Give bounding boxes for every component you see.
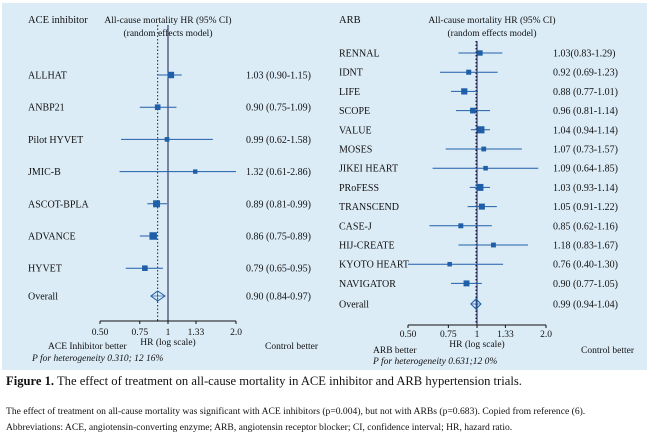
figure-caption-body: The effect of treatment on all-cause mor… bbox=[6, 406, 586, 433]
p2-heterogeneity-label: P for heterogeneity 0.631;12 0% bbox=[372, 356, 497, 367]
p1-study-name: ALLHAT bbox=[28, 71, 67, 82]
p1-hr-marker bbox=[167, 71, 175, 79]
p2-hr-ci-label: 0.88 (0.77-1.01) bbox=[553, 87, 618, 98]
p2-study-name: CASE-J bbox=[339, 221, 372, 232]
p2-hr-marker bbox=[466, 69, 472, 75]
figure-caption-title: Figure 1. The effect of treatment on all… bbox=[6, 374, 646, 389]
p2-hr-ci-label: 0.76 (0.40-1.30) bbox=[553, 260, 618, 271]
p2-x-tick-label: 0.50 bbox=[400, 330, 417, 340]
p1-hr-ci-label: 0.89 (0.81-0.99) bbox=[246, 199, 311, 210]
p2-study-name: MOSES bbox=[339, 145, 372, 156]
p1-column-header-line1: All-cause mortality HR (95% CI) bbox=[104, 15, 231, 26]
p1-study-name: JMIC-B bbox=[28, 167, 61, 178]
p1-hr-ci-label: 1.03 (0.90-1.15) bbox=[246, 71, 311, 82]
p2-hr-ci-label: 1.04 (0.94-1.14) bbox=[553, 125, 618, 136]
p2-hr-ci-label: 1.03(0.83-1.29) bbox=[553, 49, 616, 60]
p2-hr-marker bbox=[470, 107, 476, 114]
p1-study-name: ANBP21 bbox=[28, 103, 65, 114]
p2-hr-marker bbox=[477, 50, 483, 56]
p1-study-name: ASCOT-BPLA bbox=[28, 199, 90, 210]
p2-column-header-line2: (random effects model) bbox=[448, 28, 537, 39]
p2-overall-label: Overall bbox=[339, 300, 369, 311]
p1-x-tick-label: 0.50 bbox=[92, 328, 109, 338]
p1-overall-hr-label: 0.90 (0.84-0.97) bbox=[246, 292, 311, 303]
p2-hr-ci-label: 1.09 (0.64-1.85) bbox=[553, 164, 618, 175]
forest-plot-svg: ACE inhibitor All-cause mortality HR (95%… bbox=[28, 15, 635, 367]
p2-overall-hr-label: 0.99 (0.94-1.04) bbox=[553, 300, 618, 311]
p1-hr-marker bbox=[193, 169, 198, 174]
p2-hr-ci-label: 1.18 (0.83-1.67) bbox=[553, 241, 618, 252]
p1-hr-ci-label: 1.32 (0.61-2.86) bbox=[246, 167, 311, 178]
p2-x-tick-label: 2.0 bbox=[540, 330, 552, 340]
p1-heterogeneity-label: P for heterogeneity 0.310; 12 16% bbox=[31, 353, 163, 364]
p1-x-tick-label: 1 bbox=[166, 328, 171, 338]
p2-group-label: ARB bbox=[339, 15, 361, 26]
p1-x-tick-label: 1.33 bbox=[188, 328, 205, 338]
p1-hr-ci-label: 0.86 (0.75-0.89) bbox=[246, 232, 311, 243]
p2-hr-marker bbox=[481, 146, 487, 152]
figure-label: Figure 1. bbox=[6, 374, 55, 388]
p2-hr-marker bbox=[477, 126, 485, 134]
p2-study-name: LIFE bbox=[339, 87, 360, 98]
p1-hr-marker bbox=[149, 232, 157, 240]
p2-study-name: TRANSCEND bbox=[339, 202, 399, 213]
p1-hr-marker bbox=[164, 137, 170, 142]
p2-column-header-line1: All-cause mortality HR (95% CI) bbox=[428, 15, 555, 26]
p2-study-name: KYOTO HEART bbox=[339, 260, 409, 271]
p2-hr-marker bbox=[478, 203, 485, 210]
p1-study-name: Pilot HYVET bbox=[28, 135, 83, 146]
p1-hr-marker bbox=[142, 265, 148, 271]
p1-right-direction-label: Control better bbox=[265, 342, 319, 352]
p2-hr-ci-label: 0.90 (0.77-1.05) bbox=[553, 279, 618, 290]
p2-study-name: RENNAL bbox=[339, 49, 380, 60]
p2-hr-marker bbox=[447, 261, 452, 267]
p2-study-name: VALUE bbox=[339, 125, 372, 136]
p2-hr-ci-label: 1.03 (0.93-1.14) bbox=[553, 183, 618, 194]
p2-hr-marker bbox=[483, 165, 488, 171]
figure-title: The effect of treatment on all-cause mor… bbox=[54, 374, 522, 388]
p1-hr-marker bbox=[154, 104, 161, 111]
p1-overall-label: Overall bbox=[28, 292, 58, 303]
p2-x-tick-label: 0.75 bbox=[440, 330, 457, 340]
p2-study-name: PRoFESS bbox=[339, 183, 379, 194]
p1-x-tick-label: 0.75 bbox=[131, 328, 148, 338]
p1-hr-ci-label: 0.90 (0.75-1.09) bbox=[246, 103, 311, 114]
p2-hr-ci-label: 0.92 (0.69-1.23) bbox=[553, 68, 618, 79]
p2-study-name: IDNT bbox=[339, 68, 363, 79]
p1-study-name: ADVANCE bbox=[28, 232, 76, 243]
p2-x-tick-label: 1.33 bbox=[497, 330, 514, 340]
p2-x-tick-label: 1 bbox=[475, 330, 480, 340]
p1-left-direction-label: ACE Inhibitor better bbox=[48, 342, 127, 352]
p2-hr-ci-label: 1.07 (0.73-1.57) bbox=[553, 145, 618, 156]
p1-hr-marker bbox=[153, 200, 161, 208]
p1-hr-ci-label: 0.79 (0.65-0.95) bbox=[246, 264, 311, 275]
p1-hr-ci-label: 0.99 (0.62-1.58) bbox=[246, 135, 311, 146]
p1-x-axis-label: HR (log scale) bbox=[140, 337, 195, 348]
p2-hr-ci-label: 1.05 (0.91-1.22) bbox=[553, 202, 618, 213]
forest-plot-panel: ACE inhibitor All-cause mortality HR (95%… bbox=[2, 3, 647, 370]
p2-study-name: NAVIGATOR bbox=[339, 279, 396, 290]
p2-study-name: HIJ-CREATE bbox=[339, 241, 395, 252]
p2-hr-marker bbox=[463, 280, 470, 287]
p2-right-direction-label: Control better bbox=[581, 346, 635, 356]
p2-hr-marker bbox=[491, 242, 496, 248]
p2-study-name: JIKEI HEART bbox=[339, 164, 398, 175]
p2-hr-marker bbox=[458, 223, 464, 229]
p1-study-name: HYVET bbox=[28, 264, 62, 275]
p2-left-direction-label: ARB better bbox=[373, 346, 417, 356]
p1-x-tick-label: 2.0 bbox=[230, 328, 242, 338]
p2-study-name: SCOPE bbox=[339, 106, 370, 117]
p2-hr-marker bbox=[476, 183, 484, 191]
p2-hr-ci-label: 0.85 (0.62-1.16) bbox=[553, 221, 618, 232]
p1-group-label: ACE inhibitor bbox=[28, 15, 88, 26]
p2-x-axis-label: HR (log scale) bbox=[449, 339, 504, 350]
p2-hr-ci-label: 0.96 (0.81-1.14) bbox=[553, 106, 618, 117]
p2-hr-marker bbox=[461, 88, 468, 95]
